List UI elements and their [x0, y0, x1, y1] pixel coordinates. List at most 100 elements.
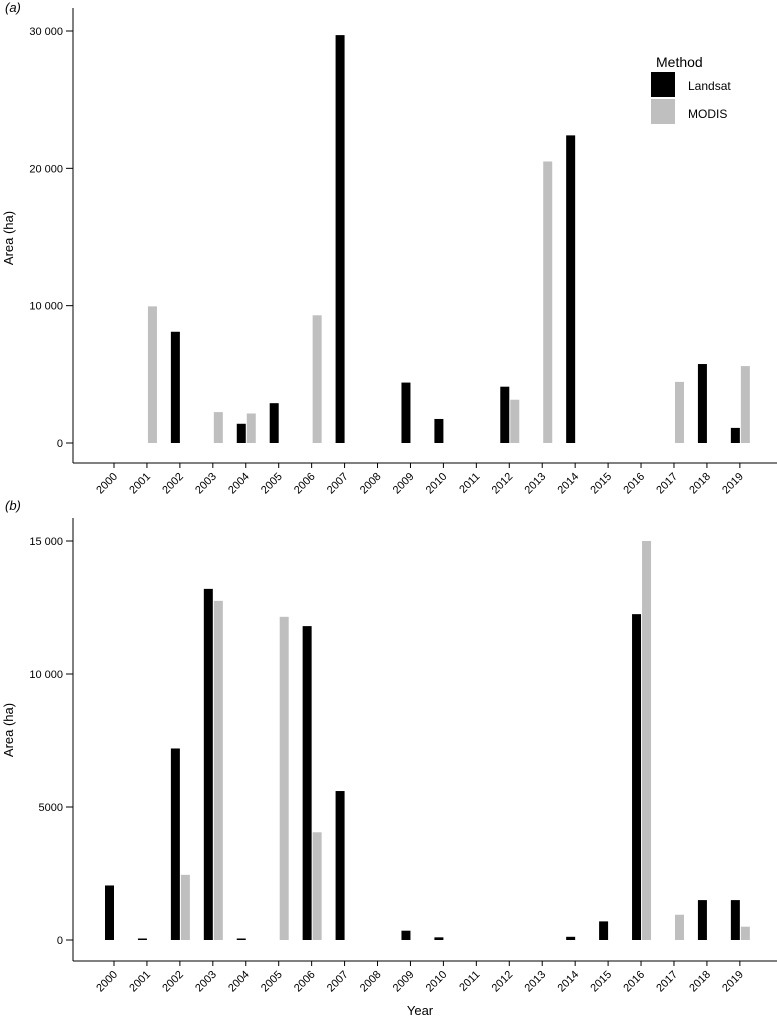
bar-modis-2004 — [246, 413, 256, 443]
panel-a-x-tick-label: 2004 — [226, 471, 252, 497]
legend-swatch-landsat — [651, 72, 675, 97]
panel-b-x-tick-label: 2001 — [127, 969, 153, 995]
panel-b-title: (b) — [5, 498, 21, 513]
panel-b-y-tick-label: 15 000 — [29, 536, 63, 548]
panel-a-y-tick-label: 30 000 — [29, 26, 63, 38]
panel-a-x-tick-label: 2014 — [555, 471, 581, 497]
panel-a-x-tick-label: 2003 — [193, 471, 219, 497]
bar-landsat-2002 — [170, 748, 180, 940]
legend: Method Landsat MODIS — [651, 54, 731, 124]
bar-modis-2003 — [213, 412, 223, 443]
legend-title: Method — [656, 54, 703, 70]
legend-label-landsat: Landsat — [688, 79, 731, 93]
panel-a-x-tick-label: 2011 — [457, 471, 482, 496]
panel-b-x-tick-label: 2014 — [555, 969, 581, 995]
bar-modis-2005 — [279, 616, 289, 940]
panel-b-bars — [105, 541, 750, 940]
panel-b-y-tick-label: 5000 — [39, 802, 63, 814]
bar-landsat-2009 — [401, 930, 411, 940]
panel-a-x-tick-label: 2015 — [588, 471, 614, 497]
panel-a-y-tick-label: 20 000 — [29, 163, 63, 175]
legend-swatch-modis — [651, 99, 675, 124]
panel-b-x-tick-label: 2013 — [523, 969, 549, 995]
panel-b-x-tick-label: 2008 — [358, 969, 384, 995]
panel-a-x-tick-label: 2008 — [358, 471, 384, 497]
panel-b-y-axis-label: Area (ha) — [1, 703, 16, 757]
bar-modis-2012 — [510, 399, 520, 443]
bar-landsat-2018 — [697, 364, 707, 443]
panel-a-x-tick-label: 2006 — [292, 471, 318, 497]
bar-landsat-2003 — [203, 588, 213, 940]
bar-landsat-2019 — [730, 427, 740, 443]
bar-landsat-2005 — [269, 403, 279, 443]
panel-a-x-tick-label: 2013 — [523, 471, 549, 497]
bar-landsat-2016 — [632, 614, 642, 940]
bar-landsat-2000 — [105, 885, 114, 940]
bar-landsat-2014 — [566, 936, 576, 940]
panel-b: (b) Area (ha) 0 5000 10 000 15 000 2000 2001… — [1, 498, 777, 1018]
bar-landsat-2007 — [335, 791, 345, 940]
panel-a-y-tick-label: 10 000 — [29, 301, 63, 313]
panel-b-x-tick-label: 2000 — [94, 969, 120, 995]
panel-b-x-tick-label: 2004 — [226, 969, 252, 995]
panel-a-x-tick-label: 2017 — [654, 471, 680, 497]
bar-modis-2001 — [147, 306, 157, 443]
panel-b-x-ticks: 2000 2001 2002 2003 2004 2005 2006 2007 2008 2009… — [94, 961, 746, 994]
bar-landsat-2014 — [566, 135, 576, 443]
panel-a-y-tick-label: 0 — [57, 438, 63, 450]
panel-b-x-tick-label: 2017 — [654, 969, 680, 995]
panel-a-x-tick-label: 2007 — [325, 471, 351, 497]
panel-b-x-tick-label: 2006 — [292, 969, 318, 995]
panel-b-y-ticks: 0 5000 10 000 15 000 — [29, 536, 73, 947]
bar-modis-2017 — [674, 381, 684, 443]
panel-a-x-tick-label: 2001 — [127, 471, 153, 497]
bar-modis-2006 — [312, 315, 322, 443]
bar-modis-2003 — [213, 600, 223, 940]
bar-modis-2019 — [740, 926, 750, 940]
bar-landsat-2015 — [599, 921, 609, 940]
bar-modis-2019 — [740, 366, 750, 443]
panel-b-y-tick-label: 0 — [57, 935, 63, 947]
panel-a-y-axis-label: Area (ha) — [1, 211, 16, 265]
panel-b-x-tick-label: 2015 — [588, 969, 614, 995]
bar-landsat-2010 — [434, 418, 444, 443]
bar-landsat-2001 — [137, 938, 147, 940]
panel-a-x-tick-label: 2005 — [259, 471, 285, 497]
bar-landsat-2010 — [434, 937, 444, 940]
panel-b-x-tick-label: 2005 — [259, 969, 285, 995]
panel-a-x-ticks: 2000 2001 2002 2003 2004 2005 2006 2007 2008 2009… — [94, 463, 746, 496]
bar-landsat-2009 — [401, 382, 411, 443]
panel-a-x-tick-label: 2018 — [687, 471, 713, 497]
bar-landsat-2004 — [236, 423, 246, 443]
panel-b-x-tick-label: 2002 — [160, 969, 186, 995]
bar-landsat-2002 — [170, 331, 180, 443]
panel-b-x-tick-label: 2003 — [193, 969, 219, 995]
bar-landsat-2004 — [236, 938, 246, 940]
panel-a-x-tick-label: 2002 — [160, 471, 186, 497]
bar-modis-2016 — [642, 541, 652, 940]
panel-b-x-tick-label: 2019 — [720, 969, 746, 995]
panel-a-x-tick-label: 2000 — [94, 471, 120, 497]
panel-a-x-tick-label: 2010 — [424, 471, 450, 497]
bar-modis-2017 — [674, 914, 684, 940]
panel-b-x-tick-label: 2009 — [391, 969, 417, 995]
panel-b-x-tick-label: 2012 — [490, 969, 516, 995]
bar-landsat-2012 — [500, 386, 510, 443]
x-axis-label: Year — [407, 1003, 434, 1018]
panel-a-title: (a) — [5, 0, 21, 15]
bar-modis-2013 — [543, 161, 553, 443]
bar-landsat-2007 — [335, 35, 345, 444]
panel-a-x-tick-label: 2012 — [490, 471, 516, 497]
bar-modis-2006 — [312, 832, 322, 940]
panel-b-x-tick-label: 2018 — [687, 969, 713, 995]
panel-a-x-tick-label: 2019 — [720, 471, 746, 497]
legend-label-modis: MODIS — [688, 107, 727, 121]
panel-b-x-tick-label: 2016 — [621, 969, 647, 995]
panel-a-y-ticks: 0 10 000 20 000 30 000 — [29, 26, 73, 450]
panel-a-x-tick-label: 2009 — [391, 471, 417, 497]
panel-b-x-tick-label: 2007 — [325, 969, 351, 995]
panel-a-x-tick-label: 2016 — [621, 471, 647, 497]
panel-a-bars — [147, 35, 750, 444]
